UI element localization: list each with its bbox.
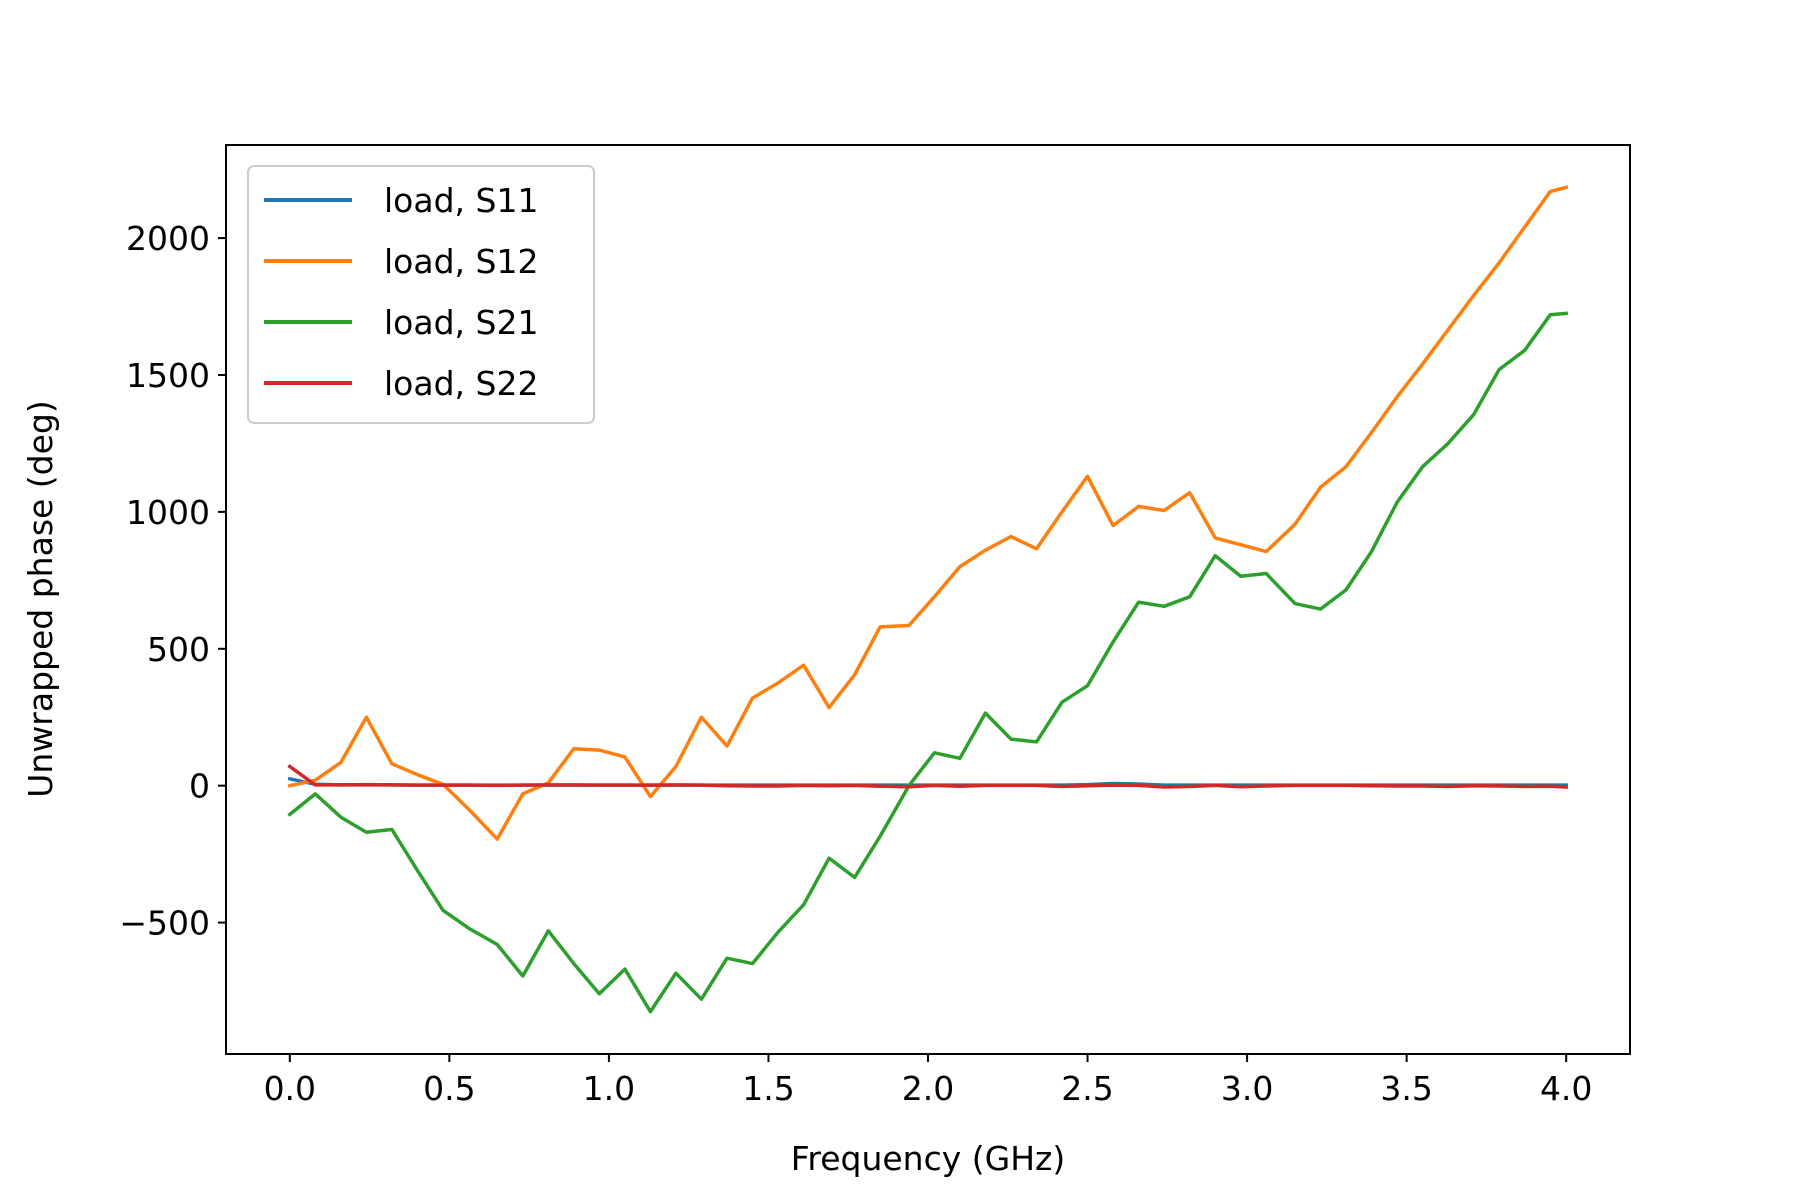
y-tick-label: 1500: [126, 356, 210, 395]
x-tick-label: 1.0: [583, 1069, 635, 1108]
legend-label: load, S11: [384, 181, 538, 220]
y-axis-title: Unwrapped phase (deg): [21, 400, 60, 798]
y-tick-label: 0: [189, 767, 210, 806]
legend-box: [247, 165, 595, 424]
y-tick-label: 500: [147, 630, 210, 669]
y-tick-label: −500: [119, 904, 210, 943]
x-tick-label: 2.0: [902, 1069, 954, 1108]
series-line-3: [287, 311, 1569, 1014]
series-line-2: [287, 185, 1569, 841]
x-tick-label: 2.5: [1061, 1069, 1113, 1108]
x-axis-title: Frequency (GHz): [791, 1139, 1065, 1178]
series-line-4: [287, 764, 1569, 789]
y-axis: −500 0 500 1000 1500 2000: [119, 219, 226, 943]
legend-items: load, S11 load, S12 load, S21 load, S22: [264, 181, 538, 403]
y-tick-label: 2000: [126, 219, 210, 258]
x-tick-label: 3.5: [1380, 1069, 1432, 1108]
y-tick-label: 1000: [126, 493, 210, 532]
x-axis: 0.0 0.5 1.0 1.5 2.0 2.5 3.0 3.5 4.0: [264, 1054, 1592, 1108]
x-tick-label: 4.0: [1540, 1069, 1592, 1108]
x-tick-label: 0.0: [264, 1069, 316, 1108]
legend-label: load, S21: [384, 303, 538, 342]
legend: load, S11 load, S12 load, S21 load, S22: [247, 165, 595, 424]
legend-label: load, S12: [384, 242, 538, 281]
legend-label: load, S22: [384, 364, 538, 403]
x-tick-label: 0.5: [423, 1069, 475, 1108]
x-tick-label: 1.5: [742, 1069, 794, 1108]
series-layer: [287, 185, 1569, 1014]
x-tick-label: 3.0: [1221, 1069, 1273, 1108]
